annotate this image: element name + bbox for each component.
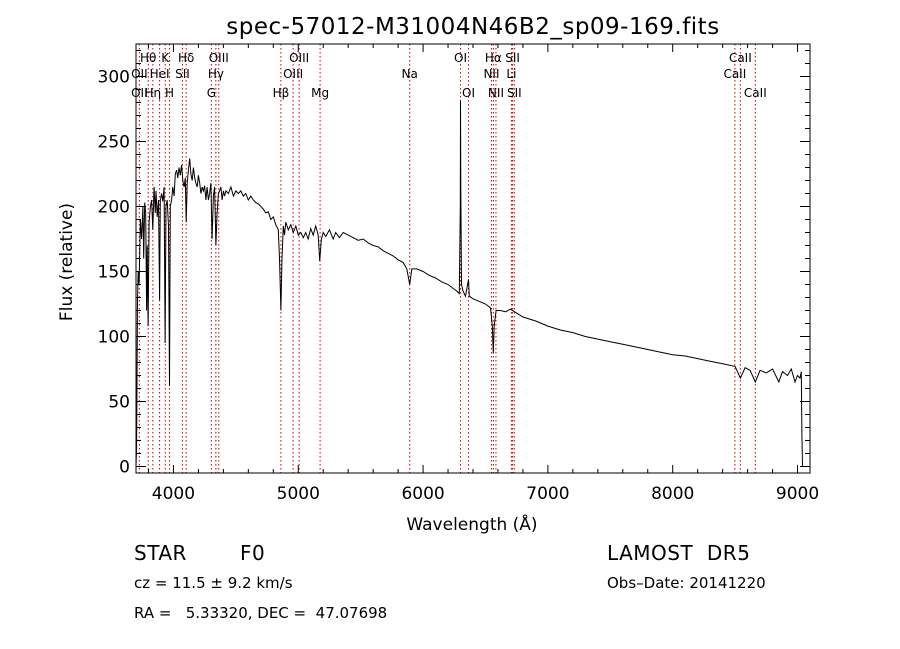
line-marker-label: SII [175,67,190,81]
x-tick-label: 8000 [651,484,694,504]
y-tick-label: 250 [98,133,130,153]
line-marker-label: CaII [723,67,746,81]
x-tick-label: 9000 [776,484,819,504]
line-marker-label: Hδ [178,51,194,65]
line-marker-label: NII [483,67,499,81]
line-marker-label: G [207,86,216,100]
line-marker-label: OI [454,51,467,65]
spectrum-line [135,99,803,467]
line-marker-label: Hα [485,51,502,65]
line-marker-label: Li [506,67,516,81]
y-tick-label: 100 [98,328,130,348]
line-marker-label: SII [507,86,522,100]
line-marker-label: OIII [209,51,229,65]
line-marker-label: Na [402,67,418,81]
plot-frame [135,43,811,474]
line-marker-label: K [161,51,170,65]
line-marker-label: OIII [283,67,303,81]
x-tick-label: 6000 [401,484,444,504]
line-markers [138,44,756,473]
x-axis-label: Wavelength (Å) [406,513,537,535]
line-marker-label: OII [131,86,148,100]
line-marker-label: Hγ [208,67,224,81]
y-tick-label: 50 [108,393,130,413]
line-marker-label: OII [131,67,148,81]
y-axis-label: Flux (relative) [57,203,77,321]
y-tick-label: 300 [98,68,130,88]
line-marker-label: Mg [311,86,329,100]
line-marker-label: OIII [289,51,309,65]
y-tick-label: 0 [119,458,130,478]
survey-release: LAMOST DR5 [607,541,751,565]
y-tick-label: 150 [98,263,130,283]
line-marker-label: CaII [744,86,767,100]
line-marker-label: OI [462,86,475,100]
line-marker-label: Hθ [140,51,156,65]
line-marker-label: HeI [150,67,170,81]
x-tick-label: 4000 [152,484,195,504]
redshift-cz: cz = 11.5 ± 9.2 km/s [134,574,293,592]
x-tick-label: 7000 [526,484,569,504]
line-marker-label: NII [488,86,504,100]
coordinates: RA = 5.33320, DEC = 47.07698 [134,604,388,622]
line-marker-label: Hβ [273,86,290,100]
x-tick-label: 5000 [277,484,320,504]
axis-ticks: 4000 5000 6000 7000 8000 9000 0 50 100 150 200 250 3… [98,44,819,504]
line-marker-label: SII [505,51,520,65]
line-marker-label: Hη [145,86,162,100]
chart-title: spec-57012-M31004N46B2_sp09-169.fits [226,14,719,40]
line-marker-label: H [165,86,174,100]
y-tick-label: 200 [98,198,130,218]
object-class: STAR [134,541,187,565]
observation-date: Obs–Date: 20141220 [607,574,766,592]
line-marker-label: CaII [729,51,752,65]
spectral-subclass: F0 [240,541,266,565]
